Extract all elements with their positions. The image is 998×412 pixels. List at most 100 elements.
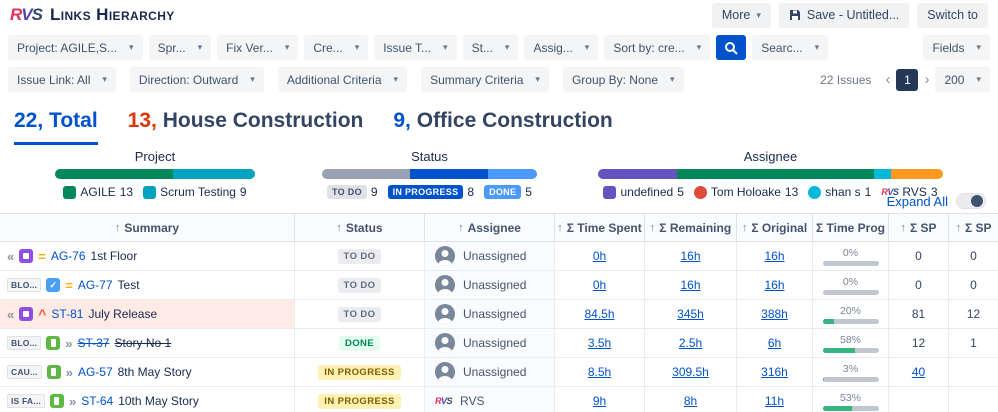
- chevron-down-icon: ▾: [198, 42, 203, 53]
- expand-icon[interactable]: »: [65, 336, 72, 351]
- bar-segment: [55, 169, 173, 179]
- filter-fix-version[interactable]: Fix Ver...▾: [217, 35, 298, 60]
- filter-created[interactable]: Cre...▾: [304, 35, 368, 60]
- filter-project[interactable]: Project: AGILE,S...▾: [8, 35, 143, 60]
- filter-direction[interactable]: Direction: Outward▾: [130, 67, 264, 92]
- tab-total[interactable]: 22, Total: [14, 109, 98, 145]
- link-type-badge: IS FA...: [7, 394, 45, 408]
- time-original-link[interactable]: 316h: [761, 365, 788, 379]
- save-button[interactable]: Save - Untitled...: [779, 3, 909, 28]
- filter-issue-type[interactable]: Issue T...▾: [374, 35, 456, 60]
- bar-segment: [173, 169, 255, 179]
- legend-item[interactable]: shan s 1: [808, 185, 871, 199]
- page-title: Links Hierarchy: [50, 5, 175, 25]
- prev-page-button[interactable]: ‹: [885, 71, 890, 88]
- filter-group-by[interactable]: Group By: None▾: [563, 67, 684, 92]
- legend-item[interactable]: Tom Holoake 13: [694, 185, 798, 199]
- save-icon: [789, 9, 801, 21]
- issue-key-link[interactable]: ST-81: [51, 307, 83, 321]
- status-legend-title: Status: [322, 149, 537, 164]
- time-spent-link[interactable]: 8.5h: [588, 365, 611, 379]
- expand-icon[interactable]: »: [66, 365, 73, 380]
- story-type-icon: [46, 336, 60, 350]
- time-remaining-link[interactable]: 16h: [680, 278, 700, 292]
- done-lozenge: DONE: [484, 185, 521, 199]
- header-time-spent[interactable]: ↑Σ Time Spent: [555, 214, 645, 241]
- time-spent-link[interactable]: 84.5h: [584, 307, 614, 321]
- header-summary[interactable]: ↑Summary: [0, 214, 295, 241]
- legend-item[interactable]: undefined 5: [603, 185, 683, 199]
- time-spent-link[interactable]: 0h: [593, 278, 606, 292]
- switch-to-button[interactable]: Switch to: [917, 3, 988, 28]
- link-type-badge: BLO...: [7, 278, 41, 292]
- time-original-link[interactable]: 6h: [768, 336, 781, 350]
- filter-sort-by[interactable]: Sort by: cre...▾: [604, 35, 710, 60]
- header-status[interactable]: ↑Status: [295, 214, 425, 241]
- next-page-button[interactable]: ›: [924, 71, 929, 88]
- time-original-link[interactable]: 16h: [764, 249, 784, 263]
- header-time-prog[interactable]: Σ Time Prog: [813, 214, 889, 241]
- legend-item[interactable]: DONE5: [484, 185, 532, 199]
- issue-key-link[interactable]: AG-57: [78, 365, 113, 379]
- header-assignee[interactable]: ↑Assignee: [425, 214, 555, 241]
- legend-item[interactable]: Scrum Testing 9: [143, 185, 247, 199]
- legend-item[interactable]: AGILE 13: [63, 185, 133, 199]
- issue-key-link[interactable]: ST-37: [77, 336, 109, 350]
- header-remaining[interactable]: ↑Σ Remaining: [645, 214, 737, 241]
- link-type-badge: CAU...: [7, 365, 42, 379]
- header-sp-2[interactable]: ↑Σ SP: [949, 214, 998, 241]
- legend-item[interactable]: TO DO9: [327, 185, 378, 199]
- issue-summary: 1st Floor: [91, 249, 138, 263]
- header-original[interactable]: ↑Σ Original: [737, 214, 813, 241]
- filter-status[interactable]: St...▾: [463, 35, 519, 60]
- filter-search[interactable]: Searc...▾: [752, 35, 828, 60]
- current-page[interactable]: 1: [896, 69, 918, 91]
- story-points: 81: [912, 307, 925, 321]
- time-remaining-link[interactable]: 2.5h: [679, 336, 702, 350]
- tab-house-construction[interactable]: 13, House Construction: [128, 109, 364, 142]
- collapse-icon[interactable]: «: [7, 249, 14, 264]
- time-remaining-link[interactable]: 345h: [677, 307, 704, 321]
- time-spent-link[interactable]: 9h: [593, 394, 606, 408]
- issue-key-link[interactable]: AG-77: [78, 278, 113, 292]
- filter-assignee[interactable]: Assig...▾: [524, 35, 598, 60]
- story-points[interactable]: 40: [912, 365, 925, 379]
- page-size-select[interactable]: 200▾: [935, 67, 990, 92]
- filter-sprint[interactable]: Spr...▾: [149, 35, 212, 60]
- time-spent-link[interactable]: 3.5h: [588, 336, 611, 350]
- legend-item[interactable]: IN PROGRESS8: [388, 185, 475, 199]
- time-original-link[interactable]: 11h: [765, 394, 784, 408]
- collapse-icon[interactable]: «: [7, 307, 14, 322]
- assignee-name: Unassigned: [463, 249, 526, 263]
- time-remaining-link[interactable]: 16h: [680, 249, 700, 263]
- time-spent-link[interactable]: 0h: [593, 249, 606, 263]
- expand-icon[interactable]: »: [69, 394, 76, 409]
- status-badge: DONE: [339, 336, 380, 351]
- search-button[interactable]: [716, 35, 746, 60]
- time-remaining-link[interactable]: 309.5h: [672, 365, 709, 379]
- issue-key-link[interactable]: AG-76: [51, 249, 86, 263]
- summary-tabs: 22, Total 13, House Construction 9, Offi…: [0, 97, 998, 147]
- filter-additional-criteria[interactable]: Additional Criteria▾: [278, 67, 407, 92]
- time-original-link[interactable]: 16h: [764, 278, 784, 292]
- issue-summary: 10th May Story: [118, 394, 199, 408]
- filter-summary-criteria[interactable]: Summary Criteria▾: [421, 67, 549, 92]
- more-button[interactable]: More▾: [712, 3, 771, 28]
- issue-summary: Test: [118, 278, 140, 292]
- story-type-icon: [47, 365, 61, 379]
- story-type-icon: [50, 394, 64, 408]
- time-original-link[interactable]: 388h: [761, 307, 788, 321]
- time-progress: 58%: [813, 334, 888, 353]
- fields-button[interactable]: Fields▾: [923, 35, 990, 60]
- sort-asc-icon: ↑: [900, 222, 906, 234]
- filter-issue-link[interactable]: Issue Link: All▾: [8, 67, 116, 92]
- rvs-logo: RVS: [10, 5, 42, 25]
- expand-all-link[interactable]: Expand All: [887, 194, 948, 209]
- time-remaining-link[interactable]: 8h: [684, 394, 697, 408]
- header-sp[interactable]: ↑Σ SP: [889, 214, 949, 241]
- story-points: 0: [915, 249, 922, 263]
- issue-key-link[interactable]: ST-64: [81, 394, 113, 408]
- expand-all-toggle[interactable]: [956, 193, 986, 209]
- tab-office-construction[interactable]: 9, Office Construction: [393, 109, 612, 142]
- chevron-down-icon: ▾: [443, 42, 448, 53]
